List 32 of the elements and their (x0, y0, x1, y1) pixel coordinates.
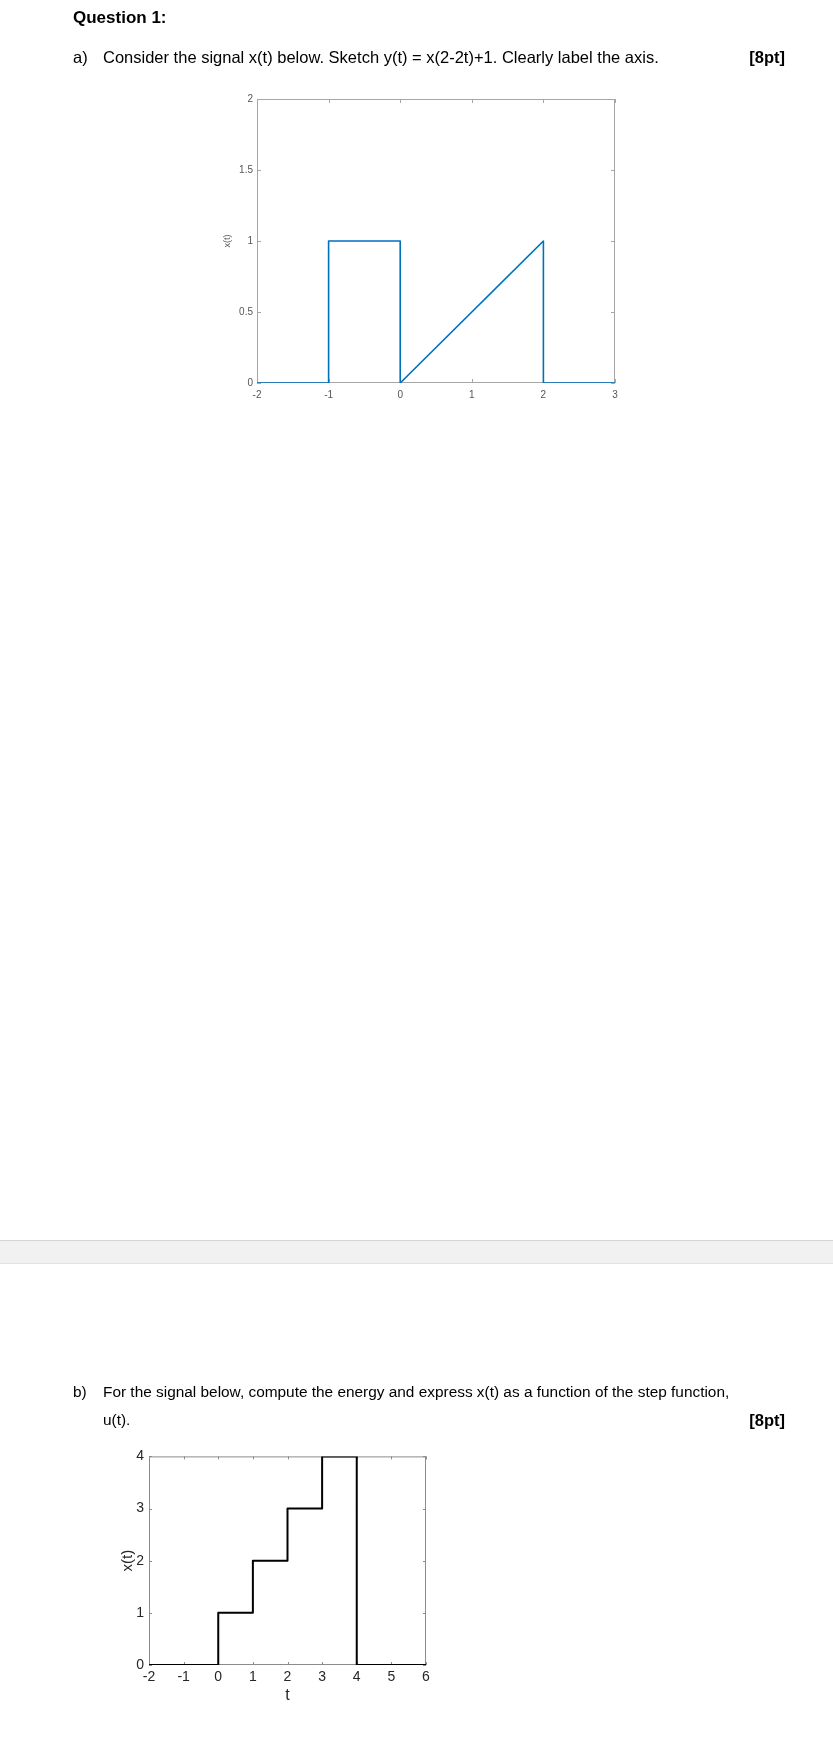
x-tick-label: -2 (252, 388, 262, 400)
x-tick-label: 2 (283, 1668, 292, 1685)
y-tick-label: 0 (136, 1655, 145, 1672)
chart-subtitle: a) Consider the signal x(t) below. Sketch y(t) = x(2-2t)+1. Clearly label the axis. (73, 47, 659, 68)
y-tick-label: 2 (247, 92, 254, 104)
x-tick-label: -1 (177, 1668, 191, 1685)
text: [8pt] (749, 48, 785, 66)
x-tick-label: 3 (612, 388, 619, 400)
y-tick-label: 0.5 (239, 305, 254, 317)
y-axis-title: x(t) (221, 234, 232, 248)
chart-title: b) For the signal below, compute the energy and express x(t) as a function of the step function, u(t). (73, 1382, 730, 1428)
x-axis-title: t (285, 1685, 291, 1703)
x-tick-label: 4 (352, 1668, 361, 1685)
y-tick-label: 2 (136, 1551, 145, 1568)
y-tick-label: 3 (136, 1499, 145, 1516)
x-tick-label: -1 (324, 388, 334, 400)
x-tick-label: -2 (142, 1668, 156, 1685)
y-tick-label: 1 (136, 1603, 145, 1620)
y-tick-label: 0 (247, 376, 254, 388)
x-tick-label: 0 (214, 1668, 223, 1685)
x-tick-label: 0 (397, 388, 404, 400)
text: Question 1: (73, 8, 167, 27)
x-tick-label: 2 (540, 388, 547, 400)
y-tick-label: 4 (136, 1447, 145, 1464)
x-tick-label: 1 (469, 388, 476, 400)
x-tick-label: 5 (387, 1668, 396, 1685)
y-tick-label: 1 (247, 234, 254, 246)
x-tick-label: 3 (318, 1668, 327, 1685)
y-tick-label: 1.5 (239, 163, 254, 175)
x-tick-label: 6 (422, 1668, 431, 1685)
text: [8pt] (749, 1411, 785, 1429)
y-axis-title: x(t) (118, 1549, 136, 1572)
